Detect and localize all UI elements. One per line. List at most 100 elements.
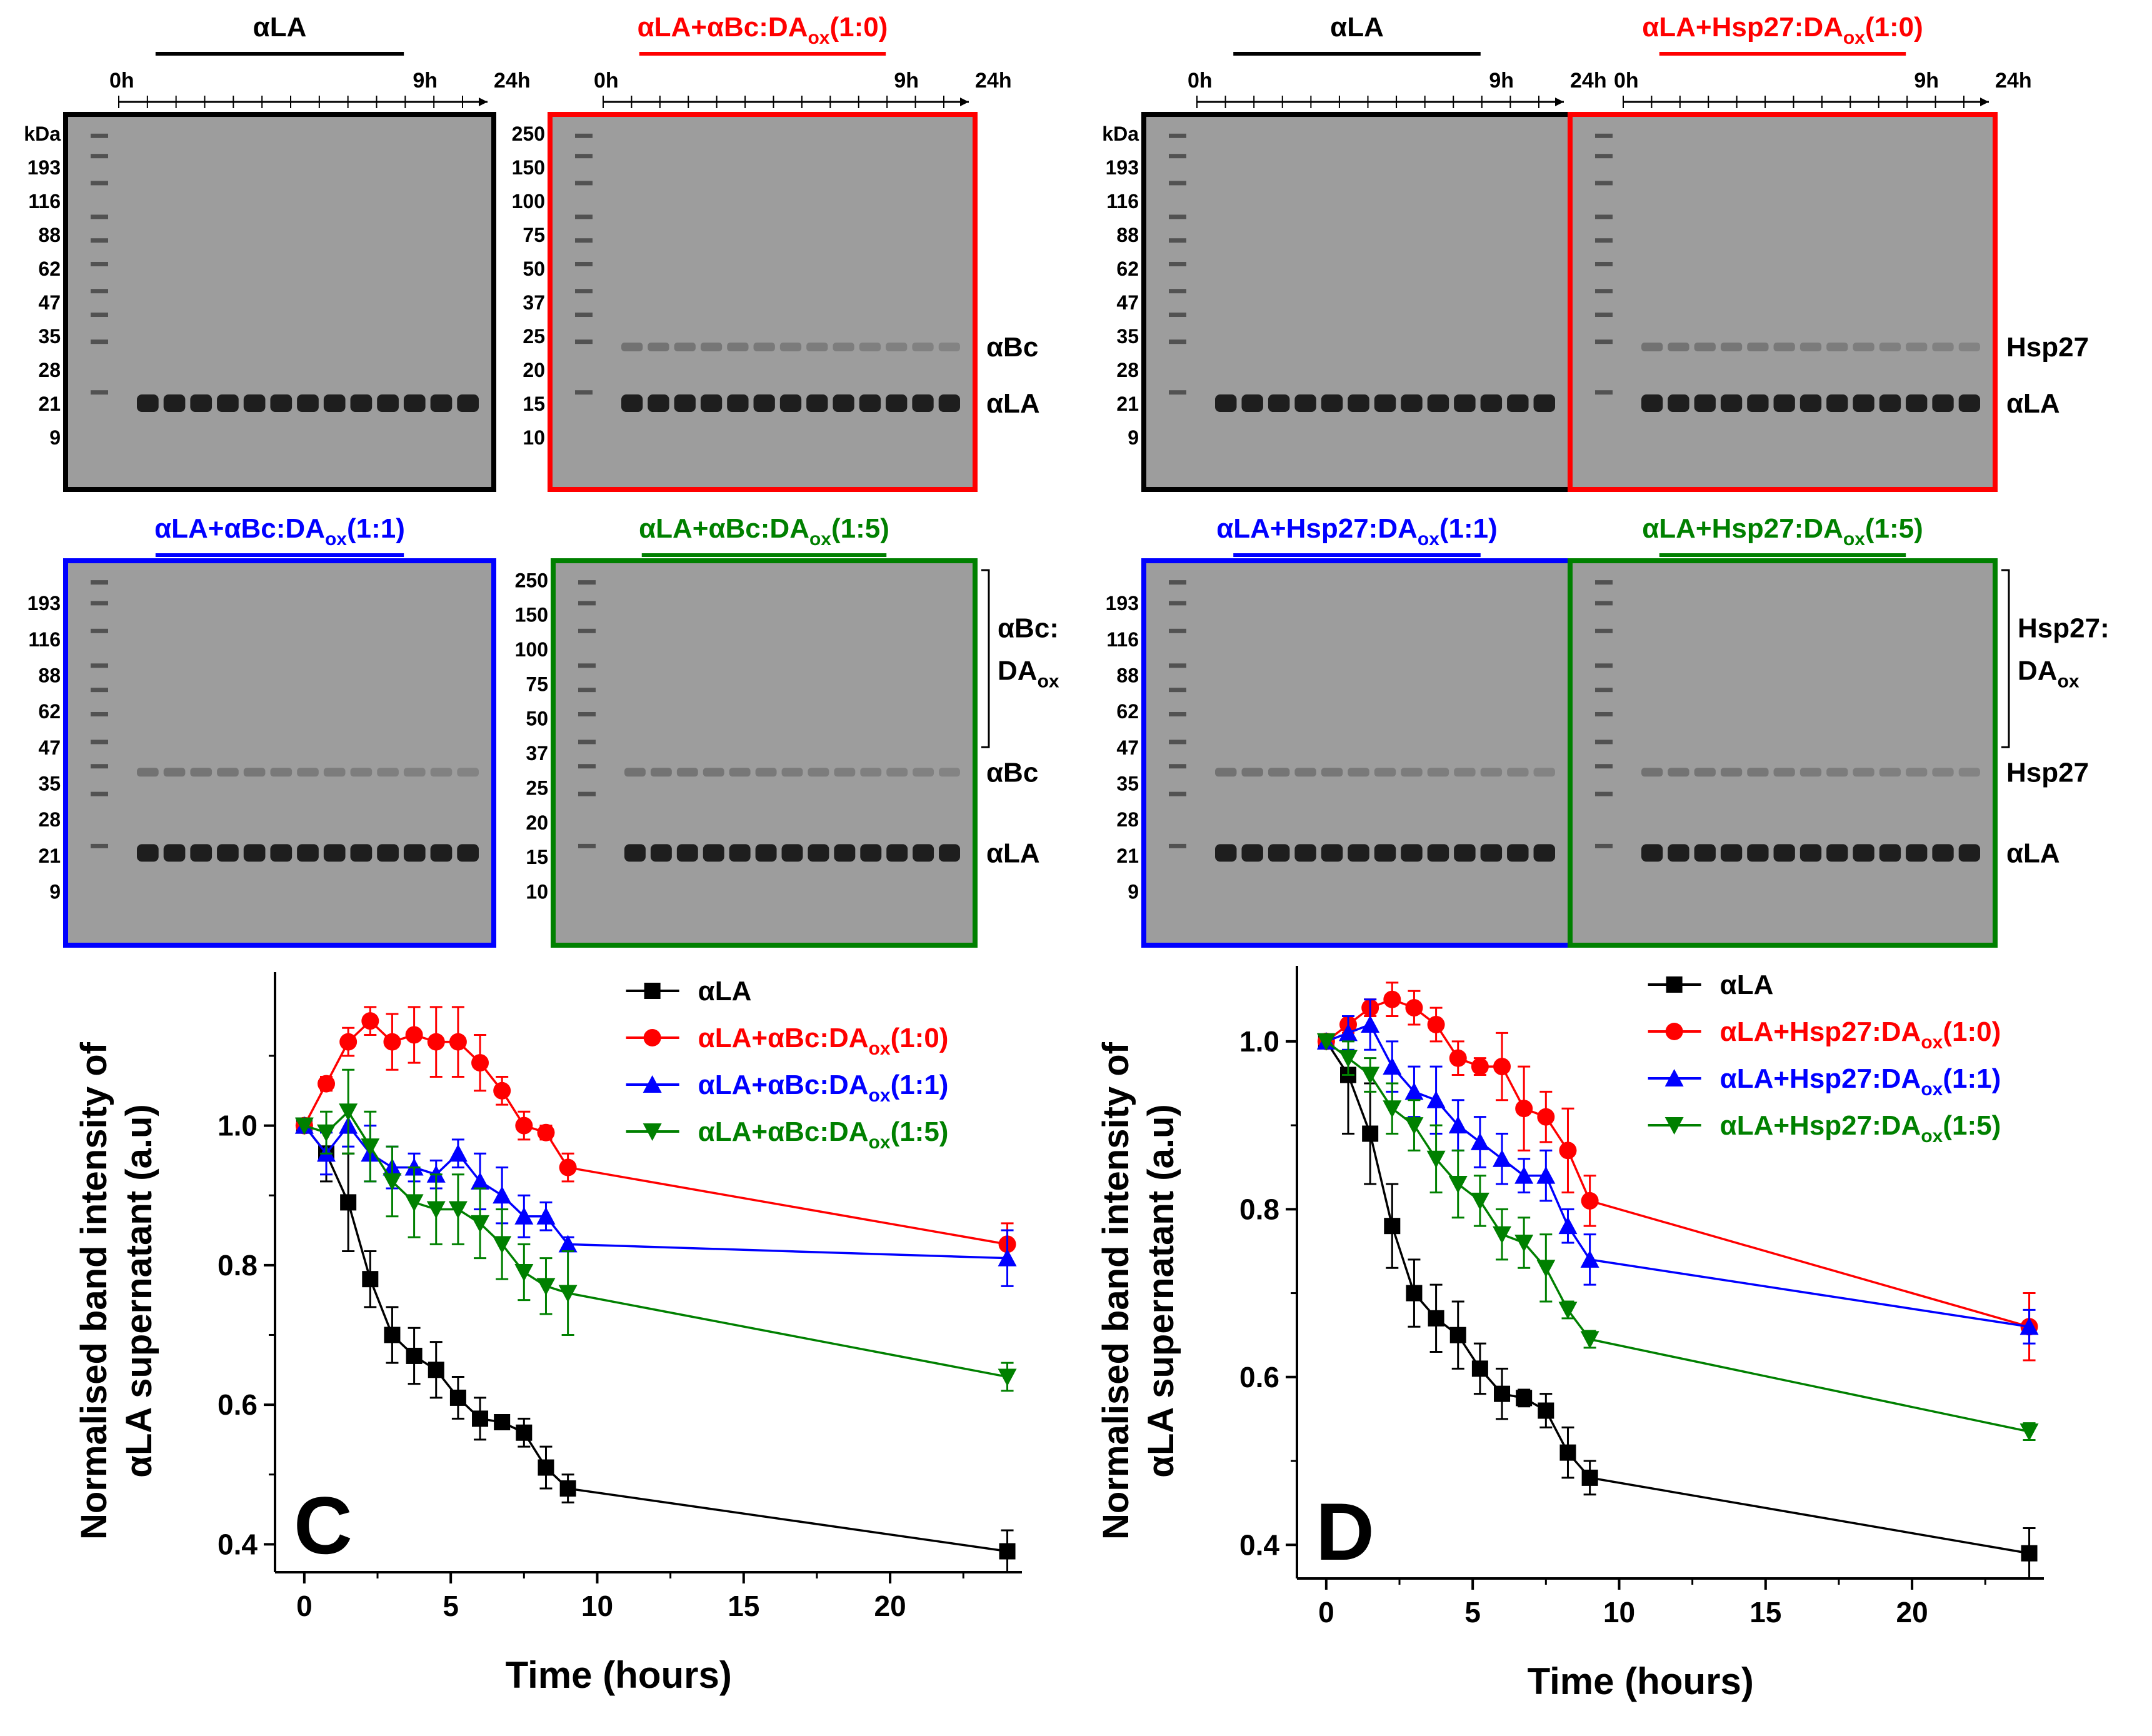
legend-label-main: αLA	[1720, 970, 1774, 1000]
data-point	[536, 1278, 556, 1296]
ladder-band	[1169, 390, 1186, 395]
gel-title-main: αLA+αBc:DA	[638, 12, 808, 43]
data-point	[383, 1173, 402, 1191]
gel-title: αLA+Hsp27:DAox(1:5)	[1642, 513, 1923, 549]
ladder-band	[575, 154, 593, 159]
alpha-la-band	[1958, 394, 1980, 412]
band-label-alpha-la: αLA	[986, 838, 1040, 868]
gel-image	[66, 561, 494, 945]
alpha-la-band	[350, 394, 373, 412]
y-tick-label: 0.8	[1239, 1193, 1279, 1225]
data-point	[558, 1285, 578, 1303]
chart-c: 0 5 10 15 20 0.4 0.6 0.8 1.0 Time (hours) Normalis…	[74, 972, 1022, 1696]
ladder-band	[578, 601, 596, 606]
marker-label: 116	[1106, 628, 1139, 651]
marker-label: 50	[526, 708, 548, 730]
marker-label: 50	[523, 258, 545, 280]
chaperone-band	[729, 768, 751, 777]
ladder-band	[1169, 154, 1186, 159]
legend-label-tail: (1:1)	[1943, 1063, 2001, 1094]
alpha-la-band	[1374, 394, 1396, 412]
oligomer-bracket	[2001, 569, 2010, 748]
marker-label: 116	[28, 628, 61, 651]
alpha-la-band	[1853, 394, 1874, 412]
ladder-band	[91, 133, 108, 138]
chaperone-band	[859, 343, 881, 351]
alpha-la-band	[1747, 394, 1769, 412]
ladder-band	[578, 688, 596, 693]
alpha-la-band	[1480, 844, 1503, 862]
legend-label-sub: ox	[1921, 1032, 1943, 1053]
alpha-la-band	[1958, 844, 1980, 862]
gel-panel-2: αLA+αBc:DAox(1:0) 0h 9h 24h 250 150 100 75 50 37 2…	[512, 12, 1040, 492]
ladder-band	[1169, 764, 1186, 769]
legend-marker	[644, 983, 661, 999]
ladder-band	[575, 133, 593, 138]
chart-d: 0 5 10 15 20 0.4 0.6 0.8 1.0 Time (hours) Normalis…	[1096, 966, 2044, 1702]
ladder-band	[578, 740, 596, 745]
gel-title-sub: ox	[1843, 28, 1865, 48]
alpha-la-band	[1480, 394, 1503, 412]
marker-label: 62	[38, 258, 61, 280]
gel-title-tail: (1:5)	[1865, 513, 1923, 544]
alpha-la-band	[217, 844, 239, 862]
alpha-la-band	[1773, 844, 1795, 862]
ladder-band	[1169, 133, 1186, 138]
gel-panel-1: αLA 0h 9h 24h kDa 193 116 88 62 47 35 28 21 9	[24, 12, 531, 492]
marker-label: 88	[1116, 665, 1139, 687]
chaperone-band	[270, 768, 293, 777]
gel-title-sub: ox	[325, 529, 347, 549]
chaperone-band	[190, 768, 213, 777]
marker-label: 250	[512, 123, 545, 145]
chaperone-band	[243, 768, 266, 777]
chaperone-band	[1454, 768, 1476, 777]
marker-label: 47	[1116, 736, 1139, 759]
series-line	[303, 1125, 1008, 1553]
y-axis-label-line1: Normalised band intensity of	[74, 1041, 114, 1540]
data-point	[1383, 1100, 1402, 1118]
alpha-la-band	[1641, 844, 1663, 862]
alpha-la-band	[753, 394, 775, 412]
marker-label: 20	[523, 359, 545, 381]
legend-label: αLA	[1720, 970, 1774, 1000]
chaperone-band	[137, 768, 159, 777]
alpha-la-band	[243, 844, 266, 862]
marker-label: 88	[38, 224, 61, 246]
marker-label: 250	[515, 569, 548, 591]
marker-label: 47	[38, 736, 61, 759]
gel-border	[548, 112, 978, 492]
alpha-la-band	[1533, 844, 1555, 862]
ladder-band	[578, 791, 596, 796]
y-tick-label: 0.6	[1239, 1361, 1279, 1393]
series-red	[1317, 981, 2038, 1362]
data-point	[514, 1207, 534, 1225]
legend-label-tail: (1:5)	[1943, 1110, 2001, 1141]
chaperone-band	[1906, 768, 1928, 777]
gel-title: αLA+αBc:DAox(1:0)	[638, 12, 888, 48]
time-axis-arrow	[1555, 98, 1564, 106]
x-tick-label: 20	[1896, 1596, 1928, 1628]
chaperone-band	[1694, 343, 1716, 351]
alpha-la-band	[430, 394, 453, 412]
gel-border	[551, 558, 978, 948]
alpha-la-band	[1215, 394, 1237, 412]
alpha-la-band	[1906, 844, 1928, 862]
y-tick-label: 0.6	[218, 1388, 258, 1421]
ladder-band	[91, 663, 108, 668]
alpha-la-band	[377, 394, 399, 412]
alpha-la-band	[938, 394, 960, 412]
bracket-label-line2-main: DA	[2018, 656, 2058, 686]
ladder-band	[91, 181, 108, 186]
data-point	[515, 1116, 533, 1135]
x-tick-label: 0	[1318, 1596, 1334, 1628]
ladder-band	[91, 238, 108, 243]
chaperone-band	[1853, 768, 1874, 777]
chaperone-band	[1853, 343, 1874, 351]
data-point	[1339, 1050, 1358, 1068]
data-point	[559, 1158, 577, 1177]
data-point	[1426, 1090, 1446, 1108]
alpha-la-band	[430, 844, 453, 862]
marker-label: 116	[28, 190, 61, 213]
alpha-la-band	[1321, 844, 1343, 862]
alpha-la-band	[727, 394, 749, 412]
